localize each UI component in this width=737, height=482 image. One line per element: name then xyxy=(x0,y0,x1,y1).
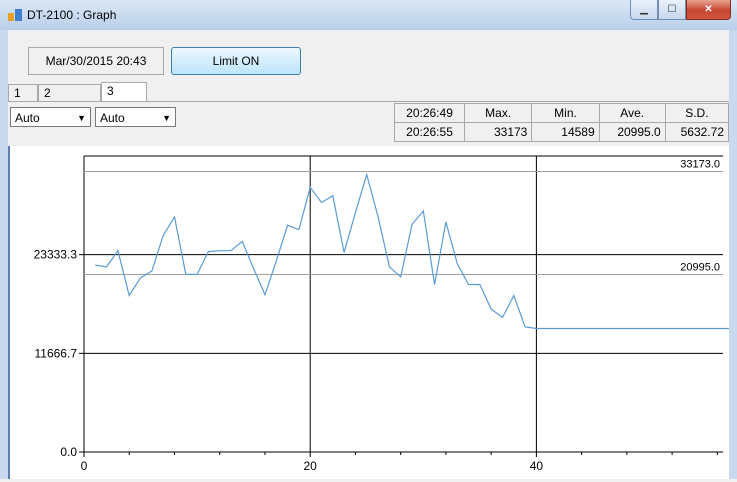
stats-max-value: 33173 xyxy=(464,122,533,142)
close-button[interactable]: ✕ xyxy=(686,0,731,20)
x-tick-label: 20 xyxy=(304,459,318,473)
minimize-button[interactable]: ▁ xyxy=(630,0,658,20)
average-reference-label: 20995.0 xyxy=(680,261,720,273)
tab-2[interactable]: 2 xyxy=(38,84,101,101)
stats-min-value: 14589 xyxy=(531,122,600,142)
chevron-down-icon: ▼ xyxy=(162,113,171,123)
scale-combo-1-value: Auto xyxy=(15,111,40,125)
close-icon: ✕ xyxy=(704,4,713,15)
stats-min-header: Min. xyxy=(531,103,600,123)
line-chart: 0.0 11666.7 23333.3 0 20 40 33173.0 20995.0 xyxy=(34,155,737,473)
stats-header-row: 20:26:49 Max. Min. Ave. S.D. xyxy=(393,103,730,123)
datetime-display: Mar/30/2015 20:43 xyxy=(28,47,164,75)
maximize-icon: ☐ xyxy=(667,4,677,15)
x-tick-label: 40 xyxy=(530,459,544,473)
y-tick-label: 11666.7 xyxy=(35,346,78,360)
stats-sd-header: S.D. xyxy=(664,103,730,123)
data-series-line xyxy=(95,172,737,330)
stats-table: 20:26:49 Max. Min. Ave. S.D. 20:26:55 33… xyxy=(393,103,730,142)
x-tick-label: 0 xyxy=(81,459,88,473)
scale-combo-2-value: Auto xyxy=(100,111,125,125)
tab-3[interactable]: 3 xyxy=(101,82,147,102)
stats-max-header: Max. xyxy=(464,103,533,123)
max-reference-label: 33173.0 xyxy=(680,158,720,170)
scale-combo-1[interactable]: Auto ▼ xyxy=(10,107,91,127)
stats-ave-header: Ave. xyxy=(598,103,666,123)
y-tick-label: 0.0 xyxy=(60,445,77,459)
y-tick-label: 23333.3 xyxy=(34,248,78,262)
scale-combo-2[interactable]: Auto ▼ xyxy=(95,107,176,127)
limit-button[interactable]: Limit ON xyxy=(171,47,301,75)
chevron-down-icon: ▼ xyxy=(77,113,86,123)
stats-end-time: 20:26:55 xyxy=(393,122,466,142)
window-title: DT-2100 : Graph xyxy=(27,8,117,22)
stats-start-time: 20:26:49 xyxy=(393,103,466,123)
stats-ave-value: 20995.0 xyxy=(598,122,666,142)
stats-value-row: 20:26:55 33173 14589 20995.0 5632.72 xyxy=(393,122,730,142)
tab-1[interactable]: 1 xyxy=(8,84,38,101)
stats-sd-value: 5632.72 xyxy=(664,122,730,142)
app-icon xyxy=(8,9,22,21)
maximize-button[interactable]: ☐ xyxy=(658,0,686,20)
graph-panel: 0.0 11666.7 23333.3 0 20 40 33173.0 20995.0 xyxy=(8,146,737,479)
title-bar[interactable]: DT-2100 : Graph ▁ ☐ ✕ xyxy=(0,0,737,30)
panel-border xyxy=(8,146,10,479)
minimize-icon: ▁ xyxy=(640,4,648,15)
client-area: Mar/30/2015 20:43 Limit ON 1 2 3 Auto ▼ … xyxy=(8,30,737,479)
